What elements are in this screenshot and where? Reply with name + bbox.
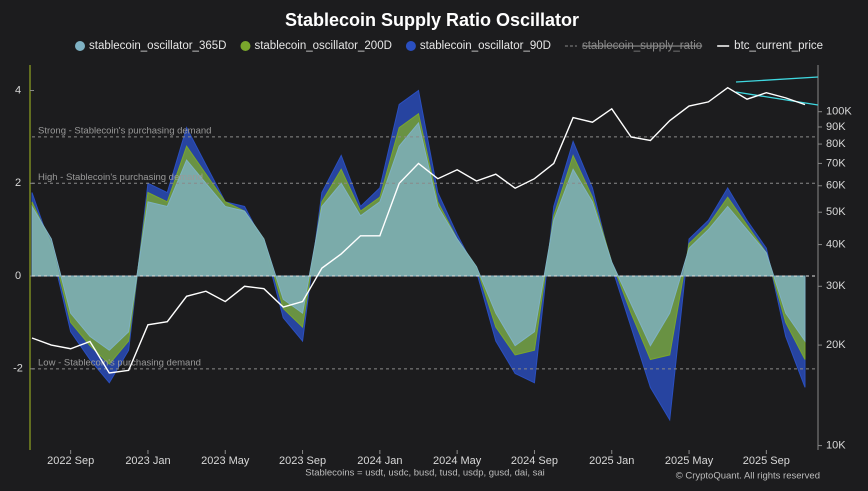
chart-title: Stablecoin Supply Ratio Oscillator (285, 10, 579, 30)
reference-label: High - Stablecoin's purchasing demand (38, 172, 203, 183)
credit: © CryptoQuant. All rights reserved (676, 471, 820, 482)
x-tick-label: 2023 Jan (125, 455, 170, 467)
y2-tick-label: 60K (826, 180, 846, 192)
x-tick-label: 2025 Sep (743, 455, 790, 467)
y2-tick-label: 90K (826, 121, 846, 133)
x-tick-label: 2025 May (665, 455, 714, 467)
legend-swatch (75, 41, 85, 51)
legend-label: stablecoin_oscillator_200D (254, 40, 391, 52)
y2-tick-label: 10K (826, 439, 846, 451)
legend-label: stablecoin_oscillator_365D (89, 40, 226, 52)
y-tick-label: 0 (15, 270, 21, 282)
x-tick-label: 2024 Sep (511, 455, 558, 467)
legend-label: stablecoin_supply_ratio (582, 40, 702, 52)
x-tick-label: 2024 Jan (357, 455, 402, 467)
y2-tick-label: 100K (826, 106, 852, 118)
y-tick-label: 2 (15, 177, 21, 189)
y2-tick-label: 50K (826, 206, 846, 218)
reference-label: Low - Stablecoin's purchasing demand (38, 357, 201, 368)
trend-line (735, 76, 819, 83)
y2-tick-label: 80K (826, 138, 846, 150)
reference-label: Strong - Stablecoin's purchasing demand (38, 125, 211, 136)
y-tick-label: 4 (15, 84, 21, 96)
y2-tick-label: 30K (826, 280, 846, 292)
x-tick-label: 2022 Sep (47, 455, 94, 467)
x-tick-label: 2025 Jan (589, 455, 634, 467)
legend-swatch (240, 41, 251, 51)
x-tick-label: 2023 Sep (279, 455, 326, 467)
legend-label: btc_current_price (734, 40, 823, 52)
y2-tick-label: 20K (826, 339, 846, 351)
oscillator-area (31, 121, 806, 351)
y2-tick-label: 40K (826, 238, 846, 250)
y-tick-label: -2 (13, 363, 23, 375)
x-tick-label: 2024 May (433, 455, 482, 467)
legend-label: stablecoin_oscillator_90D (420, 40, 551, 52)
y2-tick-label: 70K (826, 157, 846, 169)
price-line (31, 86, 806, 374)
x-tick-label: 2023 May (201, 455, 250, 467)
trend-line (735, 91, 819, 106)
legend-swatch (405, 41, 416, 51)
footnote: Stablecoins = usdt, usdc, busd, tusd, us… (305, 468, 545, 479)
